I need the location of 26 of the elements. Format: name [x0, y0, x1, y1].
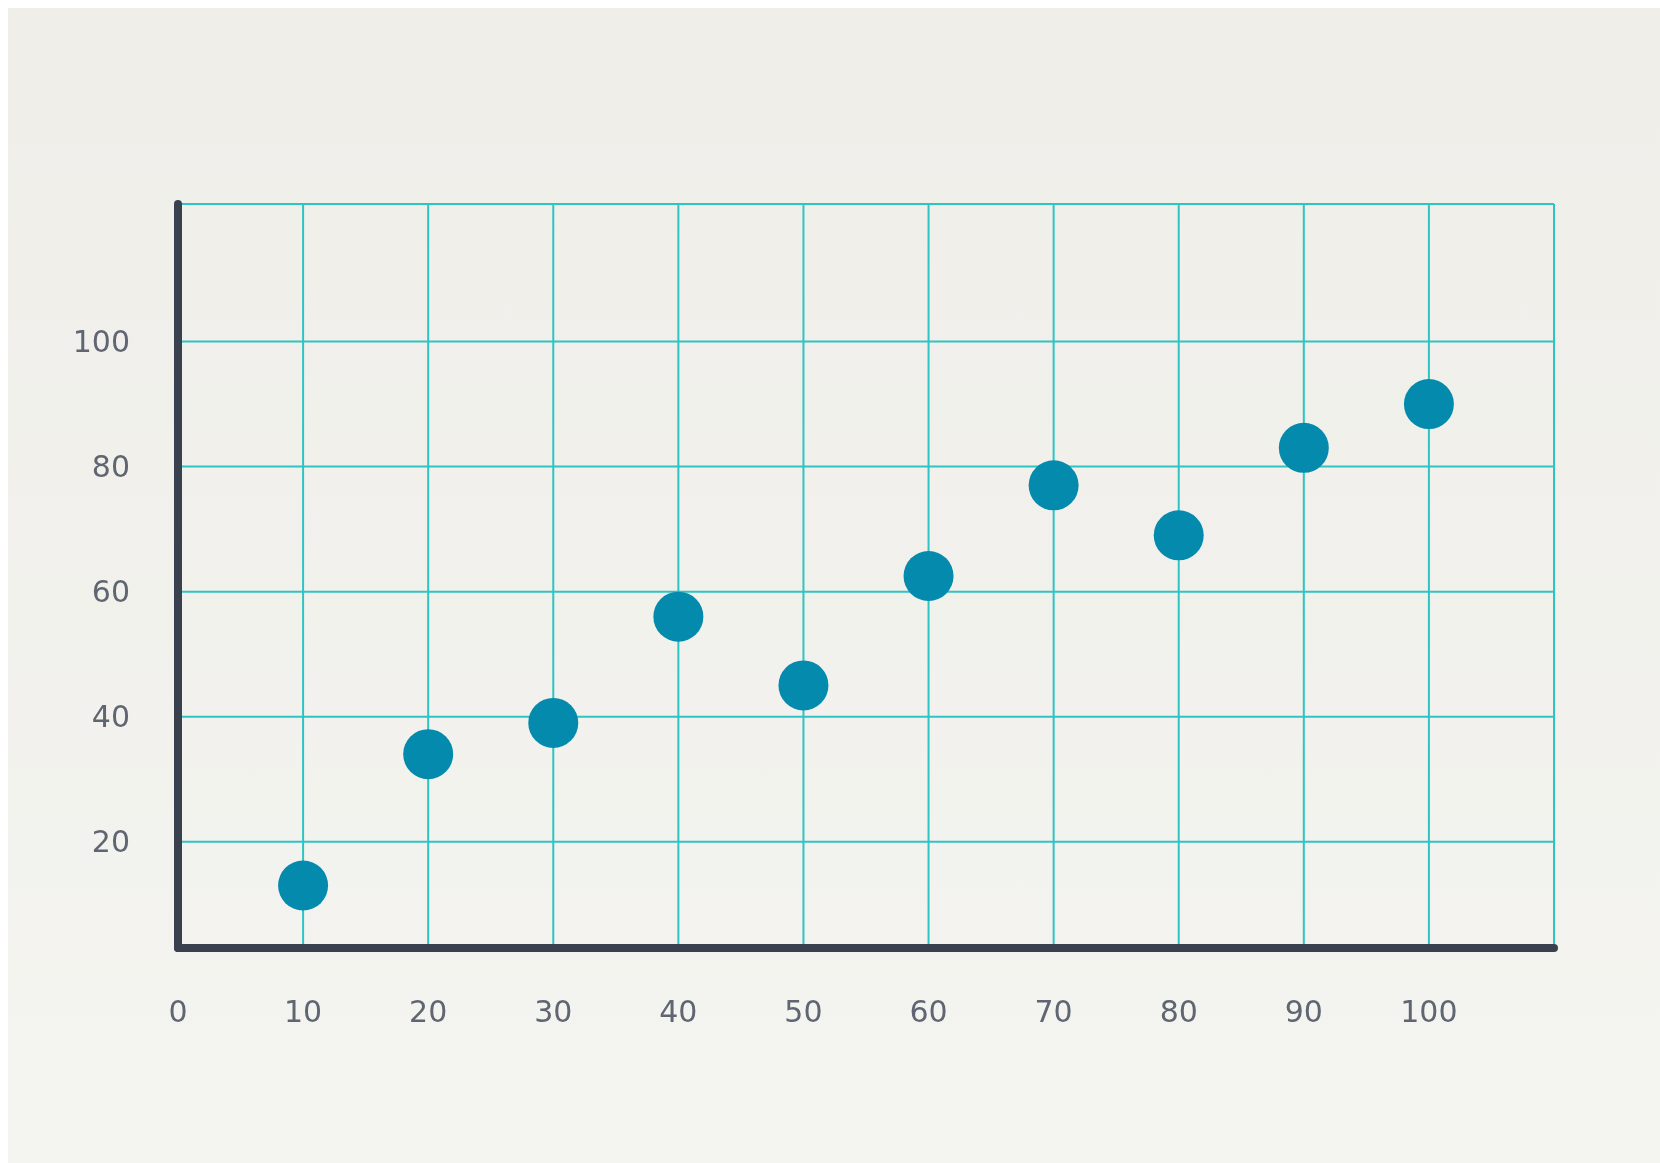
point [1153, 510, 1204, 561]
point [403, 729, 454, 780]
point [903, 551, 954, 601]
x-tick-label: 30 [534, 994, 573, 1029]
point [528, 697, 579, 748]
x-tick-label: 70 [1034, 994, 1073, 1029]
x-tick-label: 100 [1400, 994, 1458, 1029]
y-tick-label: 40 [91, 699, 130, 735]
y-tick-label: 80 [91, 449, 130, 485]
x-tick-label: 50 [784, 994, 823, 1029]
x-tick-label: 40 [659, 994, 698, 1029]
y-tick-label: 20 [91, 824, 130, 860]
point [653, 591, 704, 642]
point [1028, 460, 1079, 511]
x-tick-label: 0 [168, 994, 188, 1029]
point [1278, 422, 1329, 473]
point [778, 660, 829, 711]
point [278, 860, 329, 911]
y-tick-label: 100 [72, 324, 130, 360]
x-tick-label: 80 [1159, 994, 1198, 1029]
x-tick-label: 10 [284, 994, 323, 1029]
point [1403, 379, 1454, 430]
x-tick-label: 90 [1284, 994, 1323, 1029]
x-tick-label: 20 [409, 994, 448, 1029]
y-tick-label: 60 [91, 574, 130, 610]
x-tick-label: 60 [909, 994, 948, 1029]
